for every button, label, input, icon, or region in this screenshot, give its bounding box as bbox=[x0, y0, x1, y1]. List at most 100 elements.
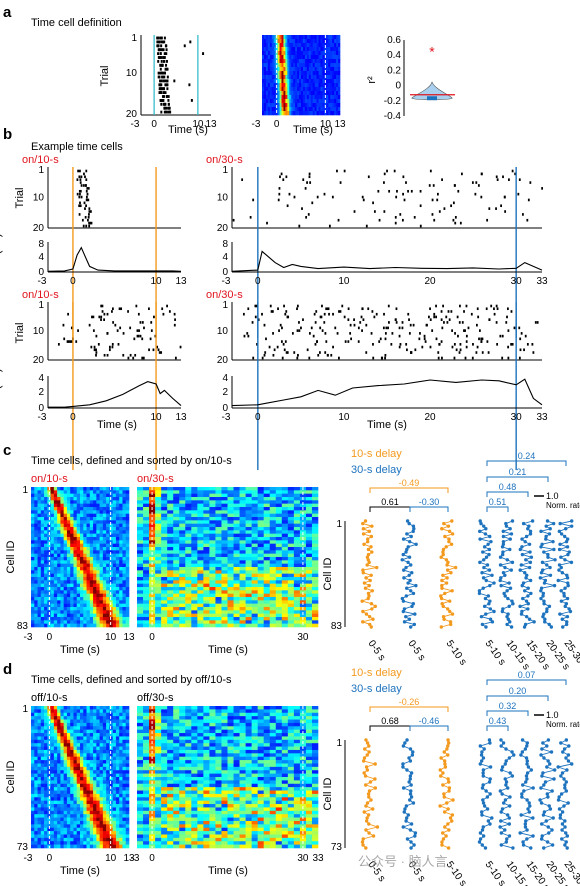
heat-cell bbox=[215, 573, 222, 578]
dot bbox=[366, 537, 370, 541]
heat-cell bbox=[312, 47, 315, 52]
heat-cell bbox=[197, 617, 204, 621]
heat-cell bbox=[318, 91, 321, 96]
heat-cell bbox=[275, 517, 283, 521]
heat-cell bbox=[275, 513, 283, 518]
heat-cell bbox=[291, 59, 294, 64]
heat-cell bbox=[34, 547, 38, 551]
heat-cell bbox=[125, 543, 130, 548]
heat-cell bbox=[293, 497, 301, 501]
heat-cell bbox=[287, 490, 295, 494]
heat-cell bbox=[197, 540, 204, 544]
heat-cell bbox=[34, 527, 38, 531]
heat-cell bbox=[99, 712, 104, 717]
heat-cell bbox=[320, 75, 323, 80]
heat-cell bbox=[318, 99, 321, 104]
heat-cell bbox=[86, 722, 91, 727]
heat-cell bbox=[57, 537, 61, 541]
heat-cell bbox=[262, 59, 265, 64]
heat-cell bbox=[89, 500, 94, 504]
heat-cell bbox=[115, 513, 120, 518]
heat-cell bbox=[149, 493, 156, 498]
heat-cell bbox=[185, 537, 192, 541]
heat-cell bbox=[209, 617, 216, 621]
dot bbox=[487, 602, 491, 606]
dot bbox=[368, 578, 372, 583]
heat-cell bbox=[271, 107, 274, 112]
heat-cell bbox=[279, 75, 282, 80]
dot bbox=[369, 602, 374, 606]
heat-cell bbox=[203, 517, 210, 521]
heat-cell bbox=[179, 543, 186, 548]
dot bbox=[484, 625, 488, 629]
heat-cell bbox=[53, 530, 58, 534]
heat-cell bbox=[209, 513, 216, 518]
heat-cell bbox=[50, 520, 55, 524]
heat-cell bbox=[53, 603, 58, 608]
heat-cell bbox=[328, 67, 331, 72]
heat-cell bbox=[93, 563, 97, 568]
heat-cell bbox=[102, 513, 107, 518]
heat-cell bbox=[109, 510, 113, 514]
dot bbox=[538, 576, 543, 580]
heat-cell bbox=[89, 503, 94, 508]
dot bbox=[544, 534, 548, 539]
dot bbox=[367, 529, 372, 534]
spike bbox=[165, 95, 168, 98]
heat-cell bbox=[287, 503, 295, 508]
heat-cell bbox=[161, 543, 168, 548]
heat-cell bbox=[122, 577, 127, 581]
dot bbox=[564, 622, 569, 627]
heat-cell bbox=[109, 600, 113, 604]
heat-cell bbox=[185, 510, 192, 514]
heat-cell bbox=[99, 610, 104, 614]
heat-cell bbox=[273, 43, 276, 48]
heat-cell bbox=[70, 756, 74, 761]
heat-cell bbox=[83, 560, 87, 564]
heat-cell bbox=[263, 75, 267, 80]
rate-xtick: 13 bbox=[175, 412, 187, 423]
dot bbox=[401, 599, 406, 603]
heat-cell bbox=[34, 557, 38, 561]
heat-cell bbox=[257, 567, 264, 571]
heat-cell bbox=[155, 623, 162, 628]
heat-cell bbox=[53, 573, 58, 578]
heat-cell bbox=[31, 719, 35, 724]
heat-cell bbox=[83, 557, 87, 561]
heat-cell bbox=[80, 607, 84, 611]
heat-cell bbox=[311, 537, 319, 541]
heat-cell bbox=[155, 527, 162, 531]
heat-cell bbox=[289, 79, 292, 84]
dot bbox=[370, 524, 374, 528]
spike bbox=[349, 332, 352, 335]
heat-cell bbox=[109, 739, 113, 744]
heat-cell bbox=[281, 493, 289, 498]
spike bbox=[278, 187, 281, 190]
dot bbox=[450, 612, 455, 616]
heat-cell bbox=[119, 567, 123, 571]
spike bbox=[435, 315, 438, 319]
spike bbox=[507, 329, 510, 332]
dot bbox=[507, 581, 511, 585]
heat-cell bbox=[267, 67, 271, 72]
heat-cell bbox=[86, 533, 91, 538]
heat-cell bbox=[302, 75, 306, 80]
heat-cell bbox=[287, 537, 295, 541]
heat-cell bbox=[60, 537, 64, 541]
heat-cell bbox=[102, 520, 107, 524]
rate-curve bbox=[231, 250, 543, 272]
heat-cell bbox=[143, 620, 150, 624]
dot bbox=[492, 581, 496, 585]
spike bbox=[426, 323, 428, 327]
heat-cell bbox=[308, 95, 312, 100]
dot bbox=[499, 576, 503, 580]
heat-cell bbox=[89, 587, 94, 591]
heat-cell bbox=[332, 39, 335, 44]
heat-cell bbox=[316, 67, 319, 72]
heat-cell bbox=[63, 719, 68, 724]
heat-cell bbox=[312, 111, 315, 116]
heat-cell bbox=[281, 487, 289, 491]
heat-cell bbox=[34, 563, 38, 568]
heat-cell bbox=[96, 513, 100, 518]
dot bbox=[445, 568, 450, 572]
